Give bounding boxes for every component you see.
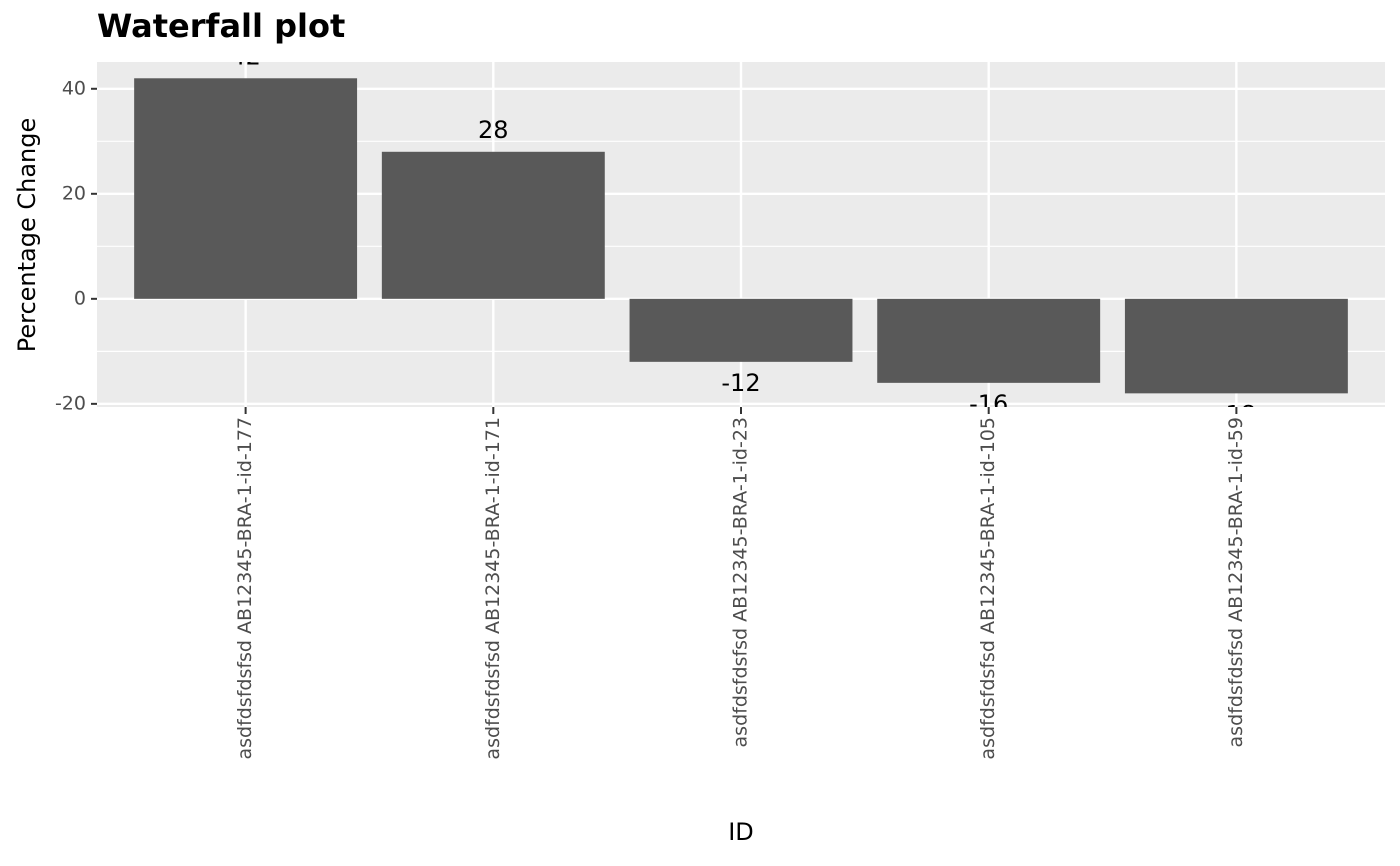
x-tick-label: asdfdsfdsfsd AB12345-BRA-1-id-23 <box>730 417 752 747</box>
value-label: 42 <box>230 42 261 70</box>
x-tick-label: asdfdsfdsfsd AB12345-BRA-1-id-177 <box>234 417 256 760</box>
value-label: -18 <box>1217 400 1256 428</box>
y-tick-label: 0 <box>74 287 86 309</box>
value-label: -16 <box>969 390 1008 418</box>
bar <box>877 298 1101 383</box>
chart-title: Waterfall plot <box>97 7 345 45</box>
bar <box>1124 298 1348 394</box>
marks <box>134 78 1348 394</box>
x-tick-label: asdfdsfdsfsd AB12345-BRA-1-id-59 <box>1225 417 1247 747</box>
value-label: -12 <box>721 369 760 397</box>
bar <box>134 78 358 299</box>
value-labels: 42 28 -12 -16 -18 <box>230 42 1256 428</box>
bar <box>381 151 605 299</box>
y-axis-title: Percentage Change <box>13 118 41 353</box>
y-tick-label: -20 <box>55 392 86 414</box>
x-tick-label: asdfdsfdsfsd AB12345-BRA-1-id-105 <box>977 417 999 760</box>
y-tick-label: 20 <box>62 182 86 204</box>
x-axis-title: ID <box>728 818 754 846</box>
bar <box>629 298 853 362</box>
x-tick-label: asdfdsfdsfsd AB12345-BRA-1-id-171 <box>482 417 504 760</box>
value-label: 28 <box>478 116 509 144</box>
y-tick-label: 40 <box>62 77 86 99</box>
